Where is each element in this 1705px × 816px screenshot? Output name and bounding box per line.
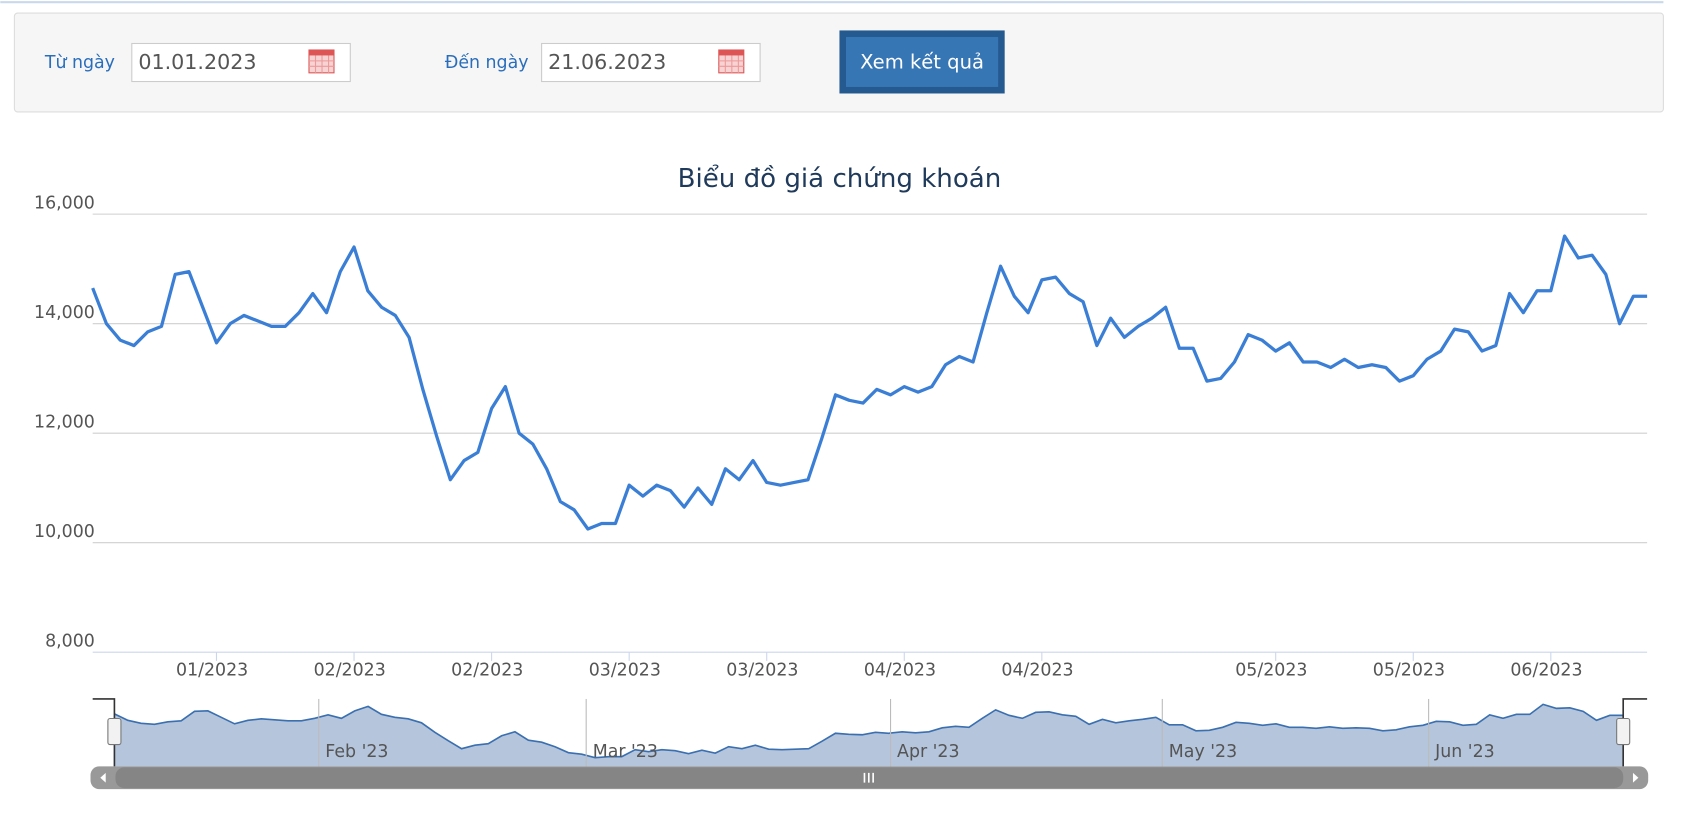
x-tick-label: 03/2023 — [726, 661, 798, 681]
button-inner — [845, 36, 999, 87]
from-value: 01.01.2023 — [138, 50, 256, 74]
y-tick-label: 12,000 — [34, 412, 95, 432]
calendar-icon[interactable] — [308, 49, 335, 74]
scroll-right[interactable] — [1632, 772, 1639, 783]
from-label: Từ ngày — [44, 53, 115, 73]
x-tick-label: 02/2023 — [451, 661, 523, 681]
thumb-grip — [863, 772, 874, 783]
filter-panel — [13, 12, 1664, 113]
price-line — [91, 234, 1648, 531]
navigator-label: Mar '23 — [593, 742, 658, 762]
navigator-line — [114, 703, 1624, 759]
to-label: Đến ngày — [445, 52, 529, 73]
x-tick-label: 05/2023 — [1373, 661, 1445, 681]
calendar-icon[interactable] — [718, 49, 745, 74]
y-tick-label: 8,000 — [45, 631, 95, 651]
navigator-label: Apr '23 — [897, 742, 959, 762]
button-label: Xem kết quả — [860, 51, 984, 74]
navigator-label: Feb '23 — [325, 742, 388, 762]
x-tick-label: 04/2023 — [864, 661, 936, 681]
x-tick-label: 02/2023 — [314, 661, 386, 681]
scroll-left[interactable] — [100, 772, 106, 783]
y-tick-label: 14,000 — [34, 303, 95, 323]
y-tick-label: 10,000 — [34, 522, 95, 542]
x-tick-label: 01/2023 — [176, 661, 248, 681]
navigator-area — [114, 704, 1624, 767]
to-value: 21.06.2023 — [548, 50, 666, 74]
navigator-label: Jun '23 — [1434, 742, 1495, 762]
x-tick-label: 05/2023 — [1235, 661, 1307, 681]
chart-title: Biểu đồ giá chứng khoán — [678, 163, 1002, 194]
x-tick-label: 06/2023 — [1510, 661, 1582, 681]
navigator-handle[interactable] — [1616, 717, 1631, 746]
navigator-handle[interactable] — [107, 717, 122, 746]
x-tick-label: 04/2023 — [1001, 661, 1073, 681]
x-tick-label: 03/2023 — [589, 661, 661, 681]
y-tick-label: 16,000 — [34, 193, 95, 213]
navigator-label: May '23 — [1169, 742, 1237, 762]
